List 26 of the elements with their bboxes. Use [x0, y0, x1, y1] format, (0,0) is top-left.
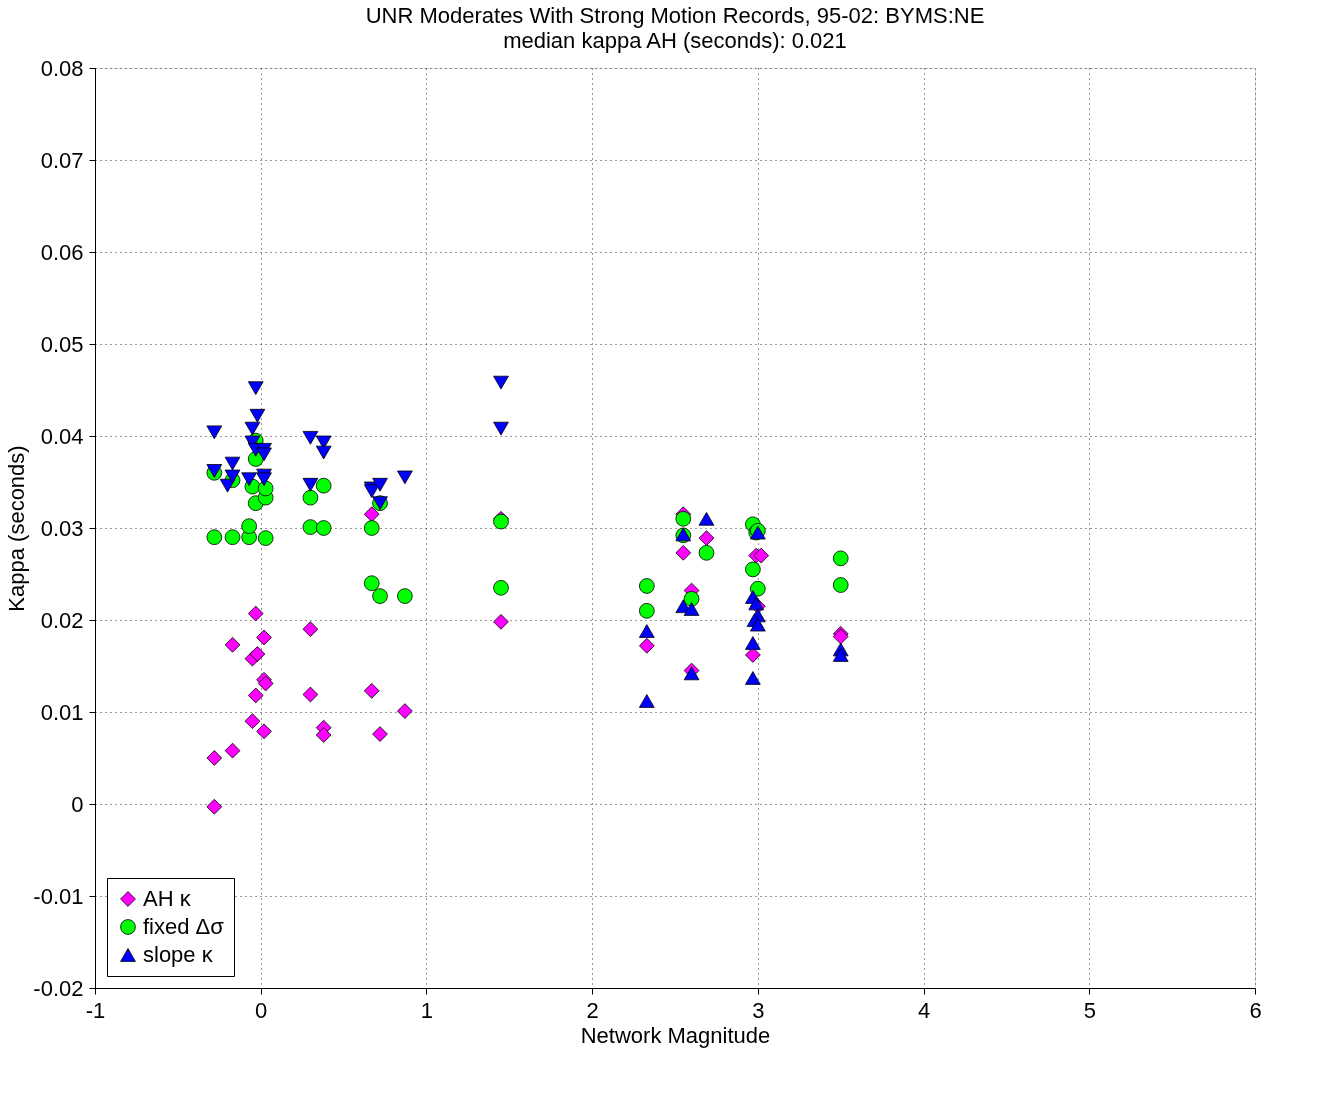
x-axis-title: Network Magnitude: [580, 1022, 771, 1048]
legend-label: slope κ: [143, 942, 214, 967]
y-tick-label: 0.01: [40, 699, 84, 725]
y-tick-label: 0.02: [40, 607, 84, 633]
x-tick-label: -1: [85, 997, 106, 1023]
y-tick-label: -0.01: [33, 883, 84, 909]
y-tick-label: -0.02: [33, 975, 84, 1001]
x-tick-label: 2: [586, 997, 599, 1023]
x-tick-label: 5: [1083, 997, 1096, 1023]
y-tick-label: 0.03: [40, 515, 84, 541]
x-tick-label: 3: [752, 997, 765, 1023]
chart-subtitle: median kappa AH (seconds): 0.021: [503, 28, 847, 53]
y-tick-label: 0.04: [40, 423, 84, 449]
y-tick-label: 0.05: [40, 331, 84, 357]
y-tick-label: 0.06: [40, 239, 84, 265]
x-tick-label: 1: [420, 997, 434, 1023]
y-axis-title: Kappa (seconds): [4, 445, 30, 612]
x-tick-label: 0: [255, 997, 268, 1023]
x-tick-label: 4: [917, 997, 931, 1023]
chart-title: UNR Moderates With Strong Motion Records, 95-02: BYMS:NE: [365, 3, 985, 28]
legend-label: AH κ: [143, 886, 192, 911]
x-tick-label: 6: [1249, 997, 1262, 1023]
y-tick-label: 0.07: [40, 147, 84, 173]
legend-label: fixed Δσ: [143, 914, 225, 939]
y-tick-label: 0.08: [40, 55, 84, 81]
y-tick-label: 0: [71, 791, 84, 817]
